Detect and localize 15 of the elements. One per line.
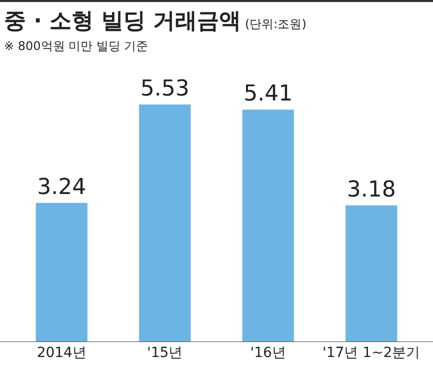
bar bbox=[242, 110, 294, 342]
data-label: 5.41 bbox=[244, 82, 293, 107]
x-tick-label: '15년 bbox=[147, 345, 183, 361]
data-label: 3.24 bbox=[37, 174, 86, 200]
bar bbox=[346, 205, 398, 342]
data-label: 3.18 bbox=[346, 177, 396, 202]
bar bbox=[139, 104, 191, 342]
x-tick-label: '16년 bbox=[250, 345, 286, 361]
x-tick-label: 2014년 bbox=[36, 345, 86, 361]
x-tick-label: '17년 1~2분기 bbox=[322, 345, 420, 361]
chart-title: 중 · 소형 빌딩 거래금액 bbox=[4, 9, 241, 34]
chart-subtitle: ※ 800억원 미만 빌딩 기준 bbox=[4, 38, 150, 55]
data-label: 5.53 bbox=[140, 76, 190, 102]
text: (단위:조원) bbox=[245, 17, 306, 31]
bar bbox=[36, 202, 88, 342]
